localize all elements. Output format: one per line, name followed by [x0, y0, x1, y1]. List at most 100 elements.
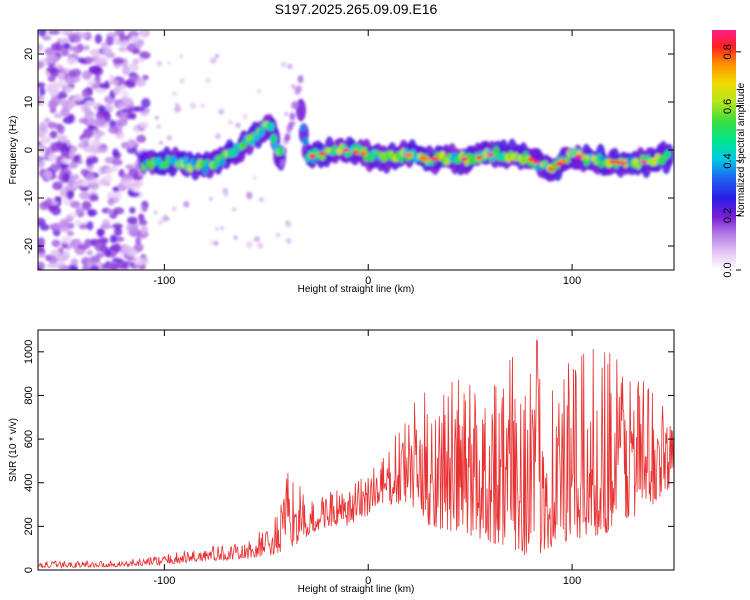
noise-speckle — [153, 210, 158, 215]
noise-blob — [91, 83, 99, 90]
noise-blob — [78, 223, 89, 230]
noise-blob — [42, 35, 52, 41]
ridge-hotspot — [547, 166, 555, 171]
noise-speckle — [209, 240, 214, 245]
noise-blob — [66, 190, 75, 200]
ridge-core — [270, 133, 277, 144]
noise-blob — [112, 57, 125, 65]
noise-blob — [67, 180, 75, 186]
noise-blob — [38, 121, 47, 132]
noise-blob — [118, 102, 127, 108]
y-tick-label: 800 — [23, 386, 35, 404]
noise-blob — [60, 235, 72, 244]
noise-speckle — [159, 140, 163, 145]
ridge-core — [302, 137, 309, 146]
noise-speckle — [227, 119, 234, 125]
noise-blob — [105, 35, 114, 46]
noise-blob — [140, 224, 148, 235]
noise-blob — [87, 163, 94, 173]
colorbar-tick-label: 0.4 — [722, 153, 734, 168]
noise-speckle — [246, 241, 253, 249]
ridge-branch — [287, 121, 294, 130]
noise-speckle — [280, 61, 287, 68]
x-tick-label: 0 — [365, 275, 371, 287]
noise-blob — [75, 207, 85, 215]
noise-speckle — [174, 105, 182, 113]
noise-blob — [46, 66, 58, 73]
ridge-branch — [284, 133, 291, 142]
noise-blob — [110, 79, 120, 86]
noise-blob — [94, 241, 104, 252]
noise-speckle — [213, 240, 219, 246]
noise-speckle — [156, 124, 162, 130]
x-tick-label: -100 — [153, 275, 175, 287]
ridge-hotspot — [309, 153, 317, 158]
noise-blob — [39, 223, 50, 231]
noise-blob — [122, 65, 130, 76]
noise-blob — [97, 237, 109, 244]
noise-speckle — [210, 57, 217, 64]
noise-blob — [38, 43, 44, 53]
noise-blob — [125, 164, 134, 170]
noise-speckle — [276, 233, 280, 237]
y-tick-label: 10 — [23, 96, 35, 108]
noise-blob — [63, 42, 71, 50]
noise-blob — [109, 234, 117, 244]
noise-blob — [132, 58, 139, 65]
noise-blob — [91, 139, 101, 148]
noise-speckle — [252, 176, 257, 180]
ridge-branch — [292, 100, 299, 109]
noise-blob — [38, 30, 47, 37]
noise-blob — [60, 265, 71, 270]
noise-blob — [96, 130, 106, 137]
noise-blob — [119, 32, 126, 42]
noise-blob — [96, 228, 106, 237]
noise-blob — [85, 173, 95, 181]
noise-blob — [51, 239, 61, 248]
y-tick-label: -10 — [23, 190, 35, 206]
noise-blob — [56, 134, 68, 142]
noise-blob — [71, 174, 80, 180]
ridge-hotspot — [487, 152, 495, 157]
noise-speckle — [172, 91, 178, 97]
noise-blob — [54, 195, 62, 202]
noise-blob — [86, 250, 93, 256]
noise-blob — [38, 144, 47, 153]
ridge-hotspot — [352, 149, 360, 154]
colorbar-gradient — [712, 30, 736, 270]
snr-series-line — [38, 339, 674, 569]
ridge-branch — [297, 75, 304, 84]
noise-speckle — [205, 78, 211, 84]
ridge-hotspot — [559, 159, 567, 164]
noise-speckle — [291, 84, 296, 89]
noise-blob — [135, 237, 142, 245]
noise-blob — [44, 117, 51, 124]
noise-blob — [63, 99, 75, 110]
noise-blob — [126, 216, 138, 225]
noise-blob — [112, 148, 119, 158]
noise-blob — [46, 53, 59, 64]
ridge-hotspot — [574, 154, 582, 159]
noise-speckle — [232, 207, 237, 212]
noise-blob — [139, 30, 147, 37]
noise-speckle — [285, 221, 292, 228]
y-tick-label: 0 — [23, 147, 35, 153]
noise-blob — [47, 152, 58, 162]
noise-speckle — [166, 134, 173, 141]
noise-blob — [67, 113, 75, 120]
noise-blob — [97, 105, 106, 113]
noise-blob — [74, 93, 82, 102]
noise-blob — [140, 51, 151, 59]
ridge-core — [664, 150, 671, 159]
noise-blob — [111, 223, 124, 229]
noise-speckle — [171, 206, 177, 212]
noise-blob — [66, 230, 74, 236]
noise-blob — [79, 191, 91, 200]
noise-speckle — [183, 201, 190, 208]
noise-blob — [48, 30, 61, 36]
snr-plot-area — [38, 330, 674, 570]
ridge-core — [201, 165, 209, 175]
noise-blob — [82, 140, 90, 148]
ridge-hotspot — [359, 151, 367, 156]
y-tick-label: 1000 — [23, 340, 35, 364]
